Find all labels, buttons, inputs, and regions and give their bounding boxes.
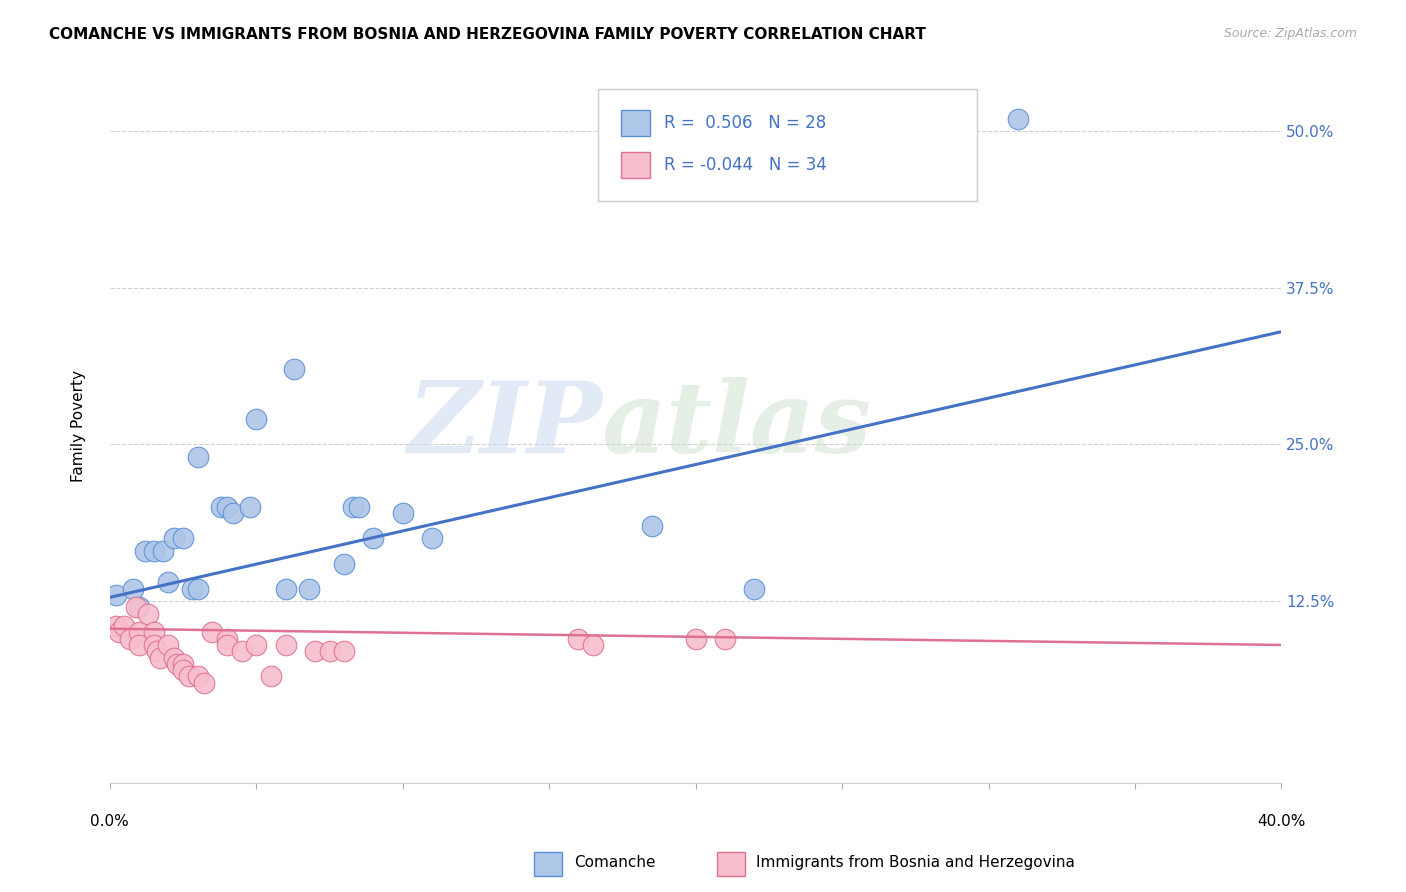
Point [742, 582, 765, 596]
Point [318, 644, 340, 658]
Point [114, 619, 136, 633]
Text: ZIP: ZIP [406, 377, 602, 474]
Point [363, 532, 385, 546]
Point [128, 625, 150, 640]
Text: 40.0%: 40.0% [1257, 814, 1306, 830]
Point [260, 669, 283, 683]
Point [157, 575, 180, 590]
Text: Immigrants from Bosnia and Herzegovina: Immigrants from Bosnia and Herzegovina [756, 855, 1076, 870]
Point [166, 657, 188, 671]
Point [128, 600, 150, 615]
Point [187, 450, 209, 464]
Point [201, 625, 224, 640]
Point [104, 619, 127, 633]
Point [714, 632, 737, 646]
Point [163, 650, 186, 665]
Point [145, 644, 167, 658]
Point [420, 532, 443, 546]
Point [641, 519, 664, 533]
Point [142, 544, 165, 558]
Point [157, 638, 180, 652]
Point [172, 657, 194, 671]
Point [342, 500, 364, 515]
Point [209, 500, 232, 515]
Point [136, 607, 159, 621]
Point [149, 650, 172, 665]
Point [107, 625, 129, 640]
Point [582, 638, 605, 652]
Point [222, 507, 245, 521]
Point [333, 644, 356, 658]
Text: COMANCHE VS IMMIGRANTS FROM BOSNIA AND HERZEGOVINA FAMILY POVERTY CORRELATION CH: COMANCHE VS IMMIGRANTS FROM BOSNIA AND H… [49, 27, 927, 42]
Point [122, 582, 145, 596]
Point [172, 663, 194, 677]
Point [391, 507, 413, 521]
Point [304, 644, 326, 658]
Point [177, 669, 200, 683]
Point [1007, 112, 1029, 126]
Point [125, 600, 148, 615]
Point [215, 500, 238, 515]
Point [231, 644, 253, 658]
Point [215, 638, 238, 652]
Text: R =  0.506   N = 28: R = 0.506 N = 28 [664, 114, 825, 132]
Text: 0.0%: 0.0% [90, 814, 129, 830]
Point [239, 500, 262, 515]
Point [104, 588, 127, 602]
Point [245, 638, 267, 652]
Point [187, 669, 209, 683]
Point [193, 675, 215, 690]
Point [245, 412, 267, 426]
Point [163, 532, 186, 546]
Point [298, 582, 321, 596]
Text: Comanche: Comanche [574, 855, 655, 870]
Point [215, 632, 238, 646]
Point [172, 532, 194, 546]
Text: R = -0.044   N = 34: R = -0.044 N = 34 [664, 156, 827, 174]
Point [347, 500, 370, 515]
Point [274, 582, 297, 596]
Point [142, 638, 165, 652]
Point [567, 632, 589, 646]
Text: Source: ZipAtlas.com: Source: ZipAtlas.com [1223, 27, 1357, 40]
Point [685, 632, 707, 646]
Y-axis label: Family Poverty: Family Poverty [72, 369, 86, 482]
Point [333, 557, 356, 571]
Text: atlas: atlas [602, 377, 872, 474]
Point [274, 638, 297, 652]
Point [142, 625, 165, 640]
Point [180, 582, 202, 596]
Point [152, 544, 174, 558]
Point [283, 362, 305, 376]
Point [134, 544, 156, 558]
Point [128, 638, 150, 652]
Point [187, 582, 209, 596]
Point [120, 632, 142, 646]
